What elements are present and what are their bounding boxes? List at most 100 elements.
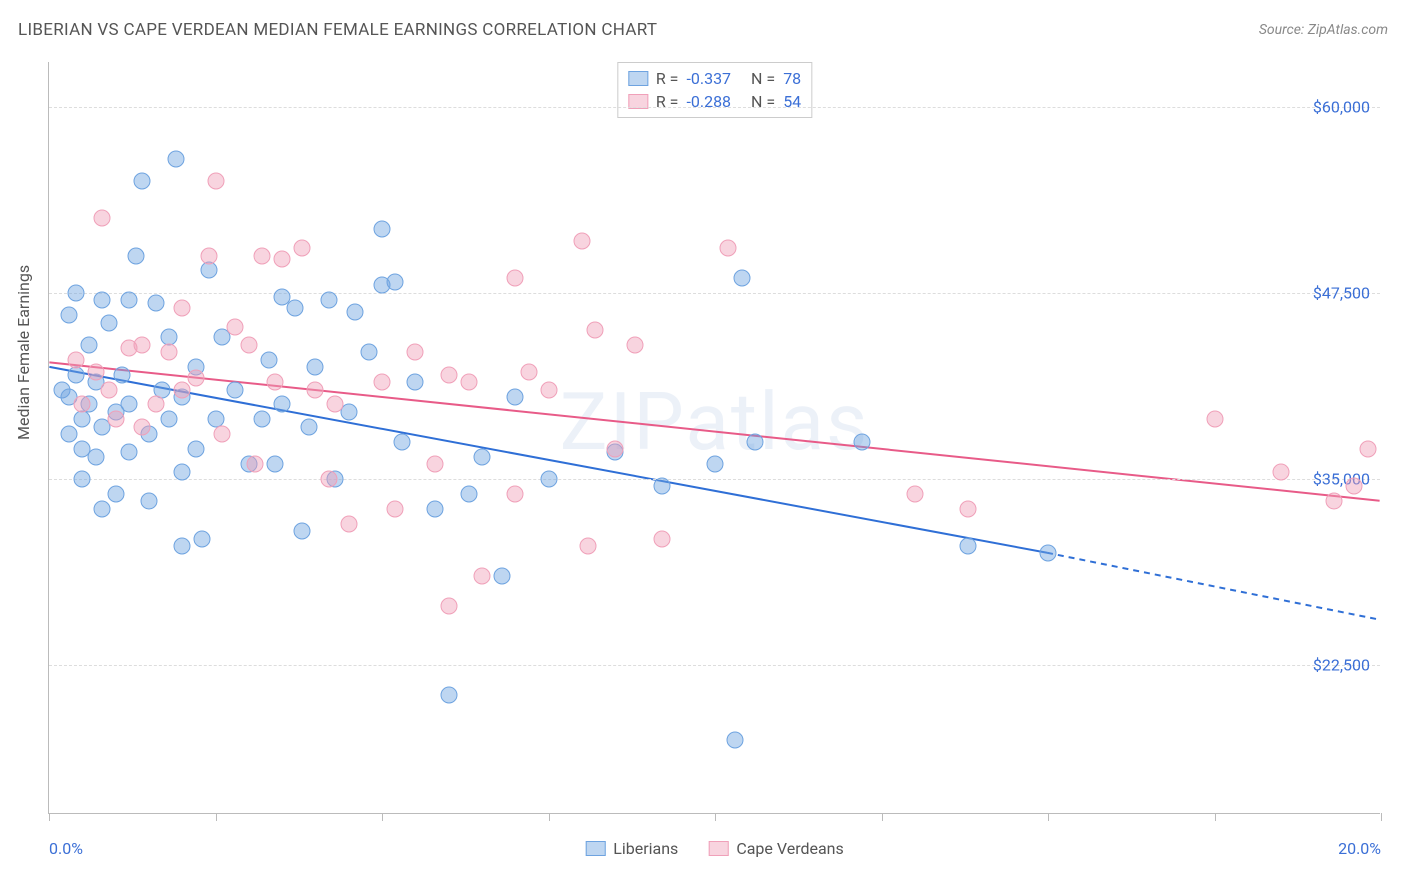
data-point xyxy=(120,444,137,461)
swatch-blue xyxy=(585,841,605,856)
data-point xyxy=(60,426,77,443)
n-value-2: 54 xyxy=(783,92,801,111)
trend-lines-svg xyxy=(49,62,1380,813)
data-point xyxy=(1273,463,1290,480)
data-point xyxy=(254,247,271,264)
data-point xyxy=(74,470,91,487)
x-tick xyxy=(382,813,383,821)
data-point xyxy=(960,500,977,517)
legend-label: Liberians xyxy=(613,839,678,858)
data-point xyxy=(960,537,977,554)
data-point xyxy=(540,381,557,398)
data-point xyxy=(540,470,557,487)
data-point xyxy=(307,359,324,376)
data-point xyxy=(174,299,191,316)
r-value-1: -0.337 xyxy=(686,69,731,88)
data-point xyxy=(427,456,444,473)
data-point xyxy=(120,292,137,309)
gridline xyxy=(49,665,1380,666)
data-point xyxy=(147,295,164,312)
r-value-2: -0.288 xyxy=(686,92,731,111)
data-point xyxy=(460,485,477,502)
legend-item-cape-verdeans: Cape Verdeans xyxy=(708,839,843,858)
data-point xyxy=(347,304,364,321)
r-label: R = xyxy=(656,69,679,88)
data-point xyxy=(267,456,284,473)
data-point xyxy=(287,299,304,316)
y-tick-label: $60,000 xyxy=(1313,97,1370,116)
gridline xyxy=(49,107,1380,108)
data-point xyxy=(274,396,291,413)
data-point xyxy=(393,433,410,450)
data-point xyxy=(120,396,137,413)
data-point xyxy=(653,478,670,495)
x-tick xyxy=(1048,813,1049,821)
data-point xyxy=(493,567,510,584)
data-point xyxy=(160,411,177,428)
data-point xyxy=(160,344,177,361)
data-point xyxy=(140,493,157,510)
data-point xyxy=(240,336,257,353)
data-point xyxy=(94,292,111,309)
data-point xyxy=(473,567,490,584)
data-point xyxy=(94,500,111,517)
data-point xyxy=(726,731,743,748)
data-point xyxy=(427,500,444,517)
data-point xyxy=(720,240,737,257)
data-point xyxy=(74,411,91,428)
data-point xyxy=(360,344,377,361)
data-point xyxy=(707,456,724,473)
data-point xyxy=(174,463,191,480)
chart-title: LIBERIAN VS CAPE VERDEAN MEDIAN FEMALE E… xyxy=(18,20,657,40)
x-tick xyxy=(1381,813,1382,821)
data-point xyxy=(1326,493,1343,510)
data-point xyxy=(167,150,184,167)
data-point xyxy=(587,322,604,339)
data-point xyxy=(134,173,151,190)
data-point xyxy=(300,418,317,435)
data-point xyxy=(440,686,457,703)
data-point xyxy=(507,389,524,406)
data-point xyxy=(573,232,590,249)
legend-item-liberians: Liberians xyxy=(585,839,678,858)
data-point xyxy=(387,274,404,291)
data-point xyxy=(320,292,337,309)
data-point xyxy=(294,240,311,257)
data-point xyxy=(60,307,77,324)
data-point xyxy=(1359,441,1376,458)
data-point xyxy=(274,250,291,267)
correlation-legend-row-2: R = -0.288 N = 54 xyxy=(628,90,801,113)
x-tick xyxy=(882,813,883,821)
data-point xyxy=(107,485,124,502)
data-point xyxy=(260,351,277,368)
gridline xyxy=(49,293,1380,294)
data-point xyxy=(194,530,211,547)
x-tick xyxy=(49,813,50,821)
data-point xyxy=(746,433,763,450)
data-point xyxy=(440,597,457,614)
data-point xyxy=(374,220,391,237)
x-tick xyxy=(549,813,550,821)
data-point xyxy=(307,381,324,398)
data-point xyxy=(653,530,670,547)
r-label: R = xyxy=(656,92,679,111)
data-point xyxy=(67,351,84,368)
data-point xyxy=(460,374,477,391)
data-point xyxy=(374,374,391,391)
data-point xyxy=(607,441,624,458)
data-point xyxy=(507,269,524,286)
data-point xyxy=(187,441,204,458)
data-point xyxy=(67,366,84,383)
n-label: N = xyxy=(751,69,775,88)
data-point xyxy=(387,500,404,517)
gridline xyxy=(49,479,1380,480)
n-label: N = xyxy=(751,92,775,111)
n-value-1: 78 xyxy=(783,69,801,88)
data-point xyxy=(407,344,424,361)
data-point xyxy=(247,456,264,473)
data-point xyxy=(200,247,217,264)
data-point xyxy=(853,433,870,450)
data-point xyxy=(87,363,104,380)
data-point xyxy=(580,537,597,554)
data-point xyxy=(507,485,524,502)
